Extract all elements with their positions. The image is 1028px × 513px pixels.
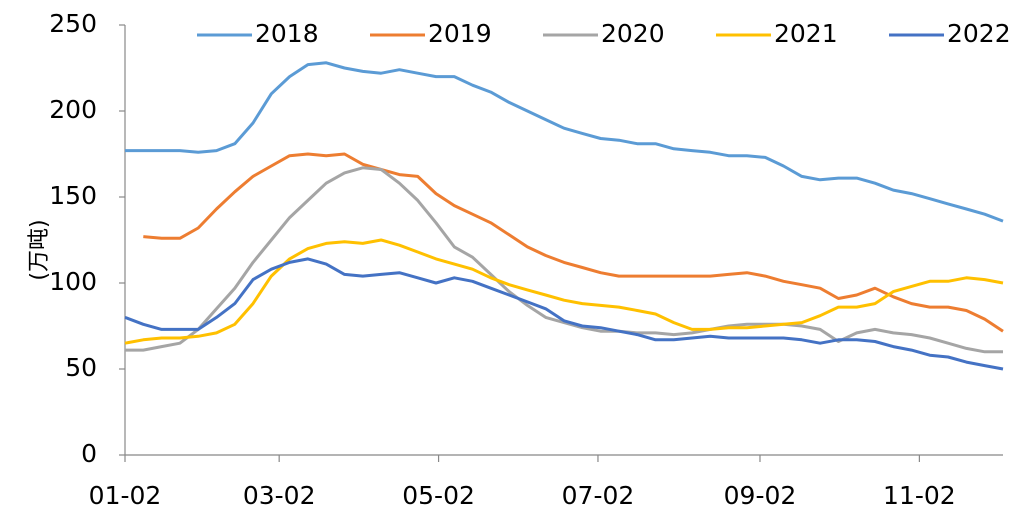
y-tick-label: 250 xyxy=(49,9,97,38)
y-tick-label: 50 xyxy=(65,353,97,382)
x-tick-label: 01-02 xyxy=(89,481,162,510)
series-line xyxy=(124,257,1004,371)
y-tick-label: 150 xyxy=(49,181,97,210)
series-line xyxy=(124,238,1004,345)
legend-label: 2020 xyxy=(601,19,665,48)
legend-label: 2018 xyxy=(255,19,319,48)
x-tick-label: 11-02 xyxy=(883,481,956,510)
series-line xyxy=(125,166,1003,354)
series-line xyxy=(143,152,1004,333)
legend-label: 2021 xyxy=(774,19,838,48)
y-tick-label: 200 xyxy=(49,95,97,124)
legend-label: 2019 xyxy=(428,19,492,48)
y-tick-label: 100 xyxy=(49,267,97,296)
x-tick-label: 05-02 xyxy=(402,481,475,510)
y-tick-label: 0 xyxy=(81,439,97,468)
y-axis-label: (万吨) xyxy=(27,219,52,280)
x-tick-label: 09-02 xyxy=(724,481,797,510)
series-line xyxy=(125,61,1004,223)
x-tick-label: 03-02 xyxy=(243,481,316,510)
x-tick-label: 07-02 xyxy=(562,481,635,510)
legend-label: 2022 xyxy=(947,19,1011,48)
